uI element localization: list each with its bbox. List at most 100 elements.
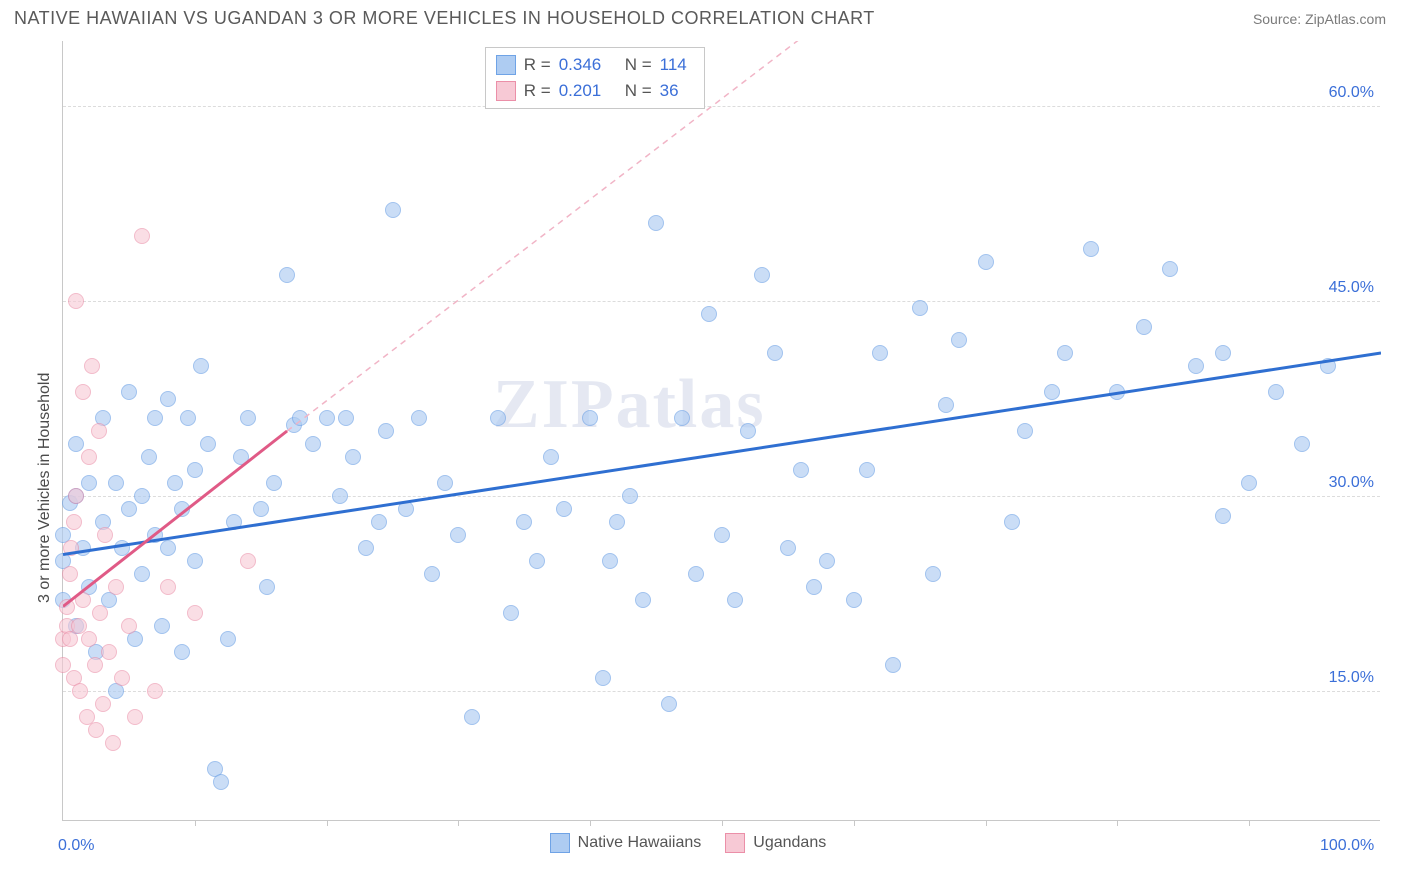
x-minor-tick	[195, 820, 196, 826]
scatter-point	[87, 657, 103, 673]
scatter-point	[582, 410, 598, 426]
watermark: ZIPatlas	[493, 365, 766, 445]
scatter-point	[1083, 241, 1099, 257]
scatter-point	[154, 618, 170, 634]
scatter-point	[193, 358, 209, 374]
scatter-point	[92, 605, 108, 621]
legend-label: Ugandans	[753, 834, 826, 852]
scatter-point	[91, 423, 107, 439]
scatter-point	[1162, 261, 1178, 277]
x-minor-tick	[458, 820, 459, 826]
legend-item: Native Hawaiians	[550, 833, 702, 853]
scatter-point	[187, 462, 203, 478]
scatter-point	[385, 202, 401, 218]
scatter-point	[187, 605, 203, 621]
legend-swatch	[550, 833, 570, 853]
scatter-point	[180, 410, 196, 426]
scatter-point	[134, 228, 150, 244]
scatter-point	[240, 410, 256, 426]
scatter-point	[141, 449, 157, 465]
gridline	[63, 496, 1380, 497]
scatter-point	[259, 579, 275, 595]
legend-item: Ugandans	[725, 833, 826, 853]
scatter-point	[859, 462, 875, 478]
scatter-point	[266, 475, 282, 491]
scatter-point	[88, 722, 104, 738]
scatter-point	[101, 644, 117, 660]
scatter-point	[1215, 508, 1231, 524]
chart-area: 15.0%30.0%45.0%60.0%ZIPatlasR =0.346N =1…	[14, 33, 1392, 873]
scatter-point	[75, 384, 91, 400]
gridline	[63, 691, 1380, 692]
scatter-point	[1241, 475, 1257, 491]
stats-legend-row: R =0.346N =114	[496, 52, 694, 78]
scatter-point	[338, 410, 354, 426]
scatter-point	[174, 644, 190, 660]
scatter-point	[147, 527, 163, 543]
scatter-point	[371, 514, 387, 530]
gridline	[63, 106, 1380, 107]
scatter-point	[1136, 319, 1152, 335]
bottom-legend: Native Hawaiians Ugandans	[550, 833, 827, 853]
yaxis-title: 3 or more Vehicles in Household	[36, 372, 54, 602]
scatter-point	[411, 410, 427, 426]
ytick-label: 15.0%	[1314, 669, 1374, 687]
scatter-point	[66, 514, 82, 530]
scatter-point	[543, 449, 559, 465]
scatter-point	[134, 488, 150, 504]
scatter-point	[806, 579, 822, 595]
scatter-point	[622, 488, 638, 504]
scatter-point	[292, 410, 308, 426]
plot-box: 15.0%30.0%45.0%60.0%ZIPatlasR =0.346N =1…	[62, 41, 1380, 821]
scatter-point	[740, 423, 756, 439]
ytick-label: 45.0%	[1314, 279, 1374, 297]
scatter-point	[925, 566, 941, 582]
scatter-point	[279, 267, 295, 283]
source-label: Source: ZipAtlas.com	[1253, 11, 1386, 27]
scatter-point	[319, 410, 335, 426]
scatter-point	[127, 709, 143, 725]
scatter-point	[305, 436, 321, 452]
scatter-point	[167, 475, 183, 491]
x-minor-tick	[327, 820, 328, 826]
ytick-label: 60.0%	[1314, 84, 1374, 102]
scatter-point	[1320, 358, 1336, 374]
scatter-point	[147, 410, 163, 426]
scatter-point	[213, 774, 229, 790]
scatter-point	[220, 631, 236, 647]
scatter-point	[793, 462, 809, 478]
scatter-point	[68, 293, 84, 309]
scatter-point	[819, 553, 835, 569]
scatter-point	[108, 579, 124, 595]
legend-swatch	[496, 55, 516, 75]
scatter-point	[378, 423, 394, 439]
scatter-point	[72, 683, 88, 699]
scatter-point	[95, 696, 111, 712]
scatter-point	[160, 391, 176, 407]
scatter-point	[503, 605, 519, 621]
scatter-point	[688, 566, 704, 582]
scatter-point	[951, 332, 967, 348]
scatter-point	[1215, 345, 1231, 361]
trendlines	[63, 41, 1381, 821]
scatter-point	[121, 618, 137, 634]
scatter-point	[754, 267, 770, 283]
scatter-point	[174, 501, 190, 517]
scatter-point	[233, 449, 249, 465]
scatter-point	[595, 670, 611, 686]
scatter-point	[978, 254, 994, 270]
scatter-point	[134, 566, 150, 582]
x-minor-tick	[1117, 820, 1118, 826]
scatter-point	[114, 540, 130, 556]
scatter-point	[345, 449, 361, 465]
scatter-point	[160, 540, 176, 556]
scatter-point	[121, 501, 137, 517]
scatter-point	[464, 709, 480, 725]
scatter-point	[602, 553, 618, 569]
scatter-point	[81, 449, 97, 465]
scatter-point	[398, 501, 414, 517]
scatter-point	[253, 501, 269, 517]
scatter-point	[226, 514, 242, 530]
scatter-point	[62, 566, 78, 582]
scatter-point	[912, 300, 928, 316]
